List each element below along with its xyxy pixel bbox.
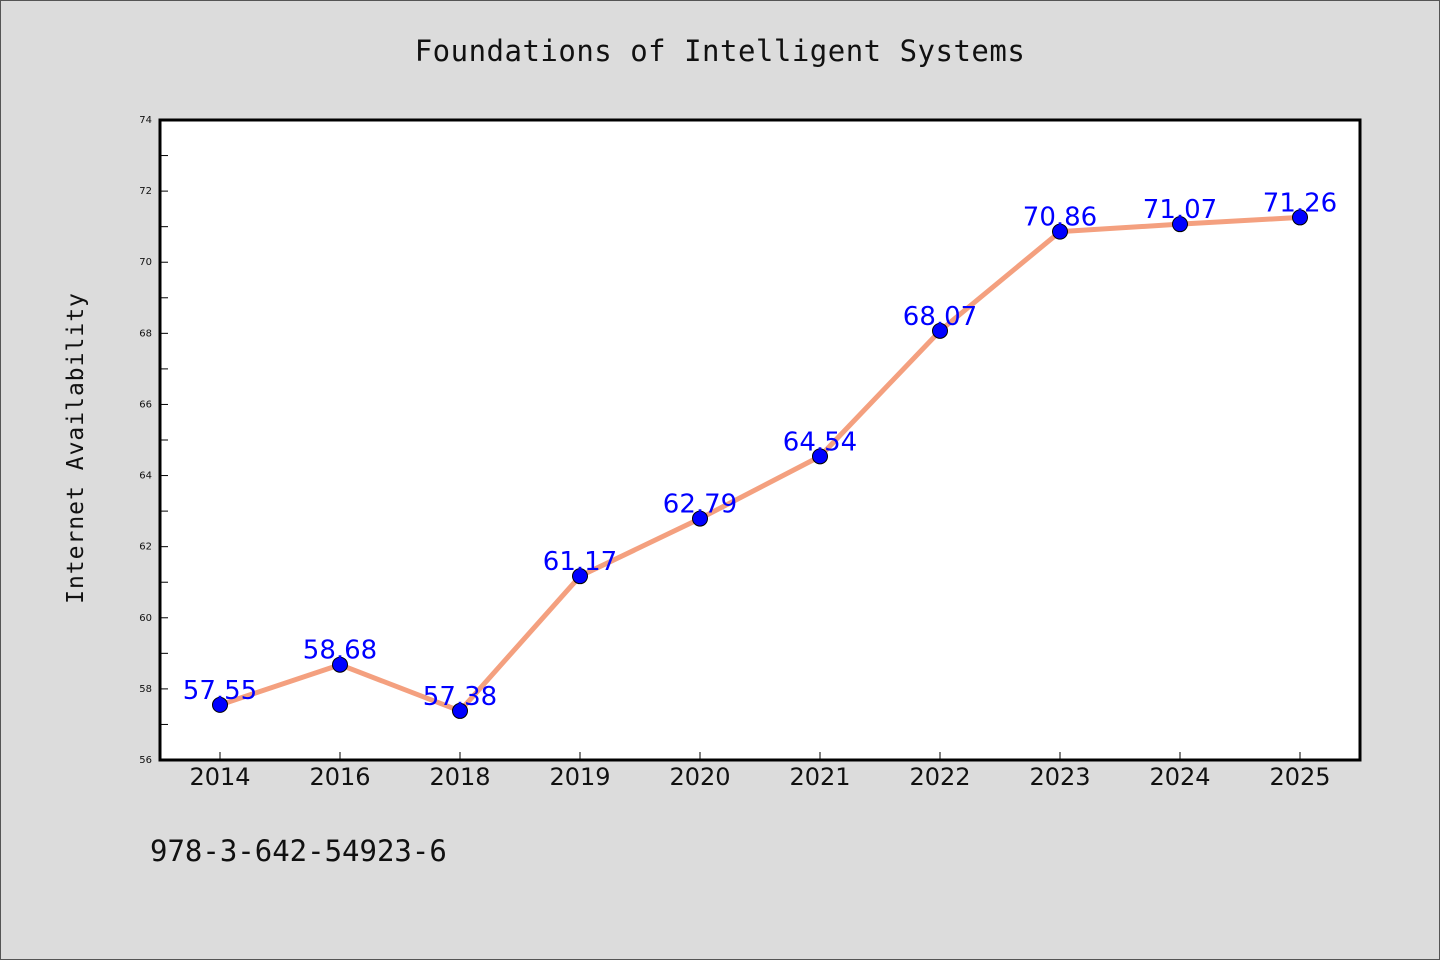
data-point <box>212 696 228 713</box>
data-label: 64.54 <box>783 427 857 457</box>
y-tick-label: 62 <box>139 542 152 553</box>
y-axis: 56 58 60 62 64 66 68 70 72 74 <box>139 115 168 766</box>
data-point <box>932 322 948 339</box>
y-tick-label: 70 <box>139 257 152 268</box>
x-tick-label: 2014 <box>189 763 250 791</box>
x-tick-label: 2021 <box>789 763 850 791</box>
data-point <box>452 702 468 719</box>
y-tick-label: 72 <box>139 186 152 197</box>
x-tick-label: 2020 <box>669 763 730 791</box>
data-label: 71.26 <box>1263 188 1337 218</box>
data-point <box>572 568 588 585</box>
x-tick-label: 2023 <box>1029 763 1090 791</box>
data-point <box>692 510 708 527</box>
y-tick-label: 64 <box>139 471 152 482</box>
data-point <box>1172 216 1188 233</box>
data-label: 57.55 <box>183 676 257 706</box>
y-tick-label: 60 <box>139 613 152 624</box>
data-labels: 57.55 58.68 57.38 61.17 62.79 64.54 68.07 70.86… <box>183 188 1337 712</box>
series-line <box>217 214 1303 714</box>
x-axis: 2014 2016 2018 2019 2020 2021 2022 2023 2024 2025 <box>189 752 1331 791</box>
x-tick-label: 2025 <box>1269 763 1330 791</box>
data-point <box>332 656 348 673</box>
data-label: 71.07 <box>1143 195 1217 225</box>
data-label: 61.17 <box>543 547 617 577</box>
y-tick-label: 74 <box>139 115 152 126</box>
data-label: 68.07 <box>903 302 977 332</box>
data-label: 57.38 <box>423 682 497 712</box>
x-tick-label: 2016 <box>309 763 370 791</box>
data-markers <box>212 209 1308 719</box>
y-tick-label: 58 <box>139 684 152 695</box>
data-point <box>1292 209 1308 226</box>
x-tick-label: 2019 <box>549 763 610 791</box>
data-label: 62.79 <box>663 490 737 520</box>
chart-title: Foundations of Intelligent Systems <box>414 34 1026 68</box>
data-point <box>1052 223 1068 240</box>
data-point <box>812 448 828 465</box>
isbn-text: 978-3-642-54923-6 <box>150 834 447 868</box>
y-tick-label: 56 <box>139 755 152 766</box>
x-tick-label: 2024 <box>1149 763 1210 791</box>
y-tick-label: 66 <box>139 399 152 410</box>
series-lines <box>217 214 1303 714</box>
y-tick-label: 68 <box>139 328 152 339</box>
data-label: 58.68 <box>303 636 377 666</box>
x-tick-label: 2022 <box>909 763 970 791</box>
x-tick-label: 2018 <box>429 763 490 791</box>
data-label: 70.86 <box>1023 203 1097 233</box>
